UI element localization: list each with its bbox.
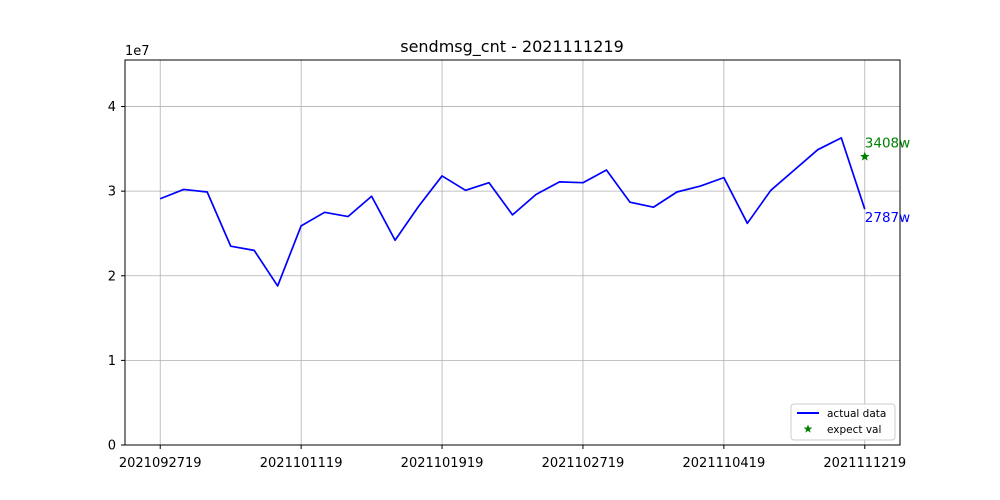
series-line-actual-data bbox=[159, 137, 866, 287]
annotation-layer: 3408w 2787w bbox=[865, 136, 910, 227]
x-tick-label: 2021101919 bbox=[401, 456, 484, 471]
y-tick-label: 1 bbox=[108, 354, 116, 369]
legend-label-actual-data: actual data bbox=[827, 408, 886, 420]
legend-label-expect-val: expect val bbox=[827, 424, 881, 436]
y-tick-label: 0 bbox=[108, 439, 116, 454]
x-tick-label: 2021102719 bbox=[542, 456, 625, 471]
y-tick-label: 2 bbox=[108, 269, 116, 284]
series-layer bbox=[159, 137, 870, 287]
x-tick-label: 2021101119 bbox=[260, 456, 343, 471]
y-tick-label: 3 bbox=[108, 185, 116, 200]
axis-layer: 2021092719 2021101119 2021101919 2021102719… bbox=[108, 100, 906, 471]
expect-val-marker bbox=[860, 151, 870, 161]
plot-frame bbox=[124, 59, 901, 446]
y-scale-label: 1e7 bbox=[125, 44, 150, 59]
y-tick-label: 4 bbox=[108, 100, 116, 115]
x-tick-label: 2021110419 bbox=[683, 456, 766, 471]
legend: actual data expect val bbox=[790, 403, 896, 441]
legend-marker-expect-val bbox=[803, 424, 813, 433]
data-annotation: 2787w bbox=[865, 210, 910, 226]
x-tick-label: 2021092719 bbox=[119, 456, 202, 471]
x-tick-label: 2021111219 bbox=[823, 456, 906, 471]
chart-title: sendmsg_cnt - 2021111219 bbox=[400, 37, 624, 57]
data-annotation: 3408w bbox=[865, 136, 910, 152]
